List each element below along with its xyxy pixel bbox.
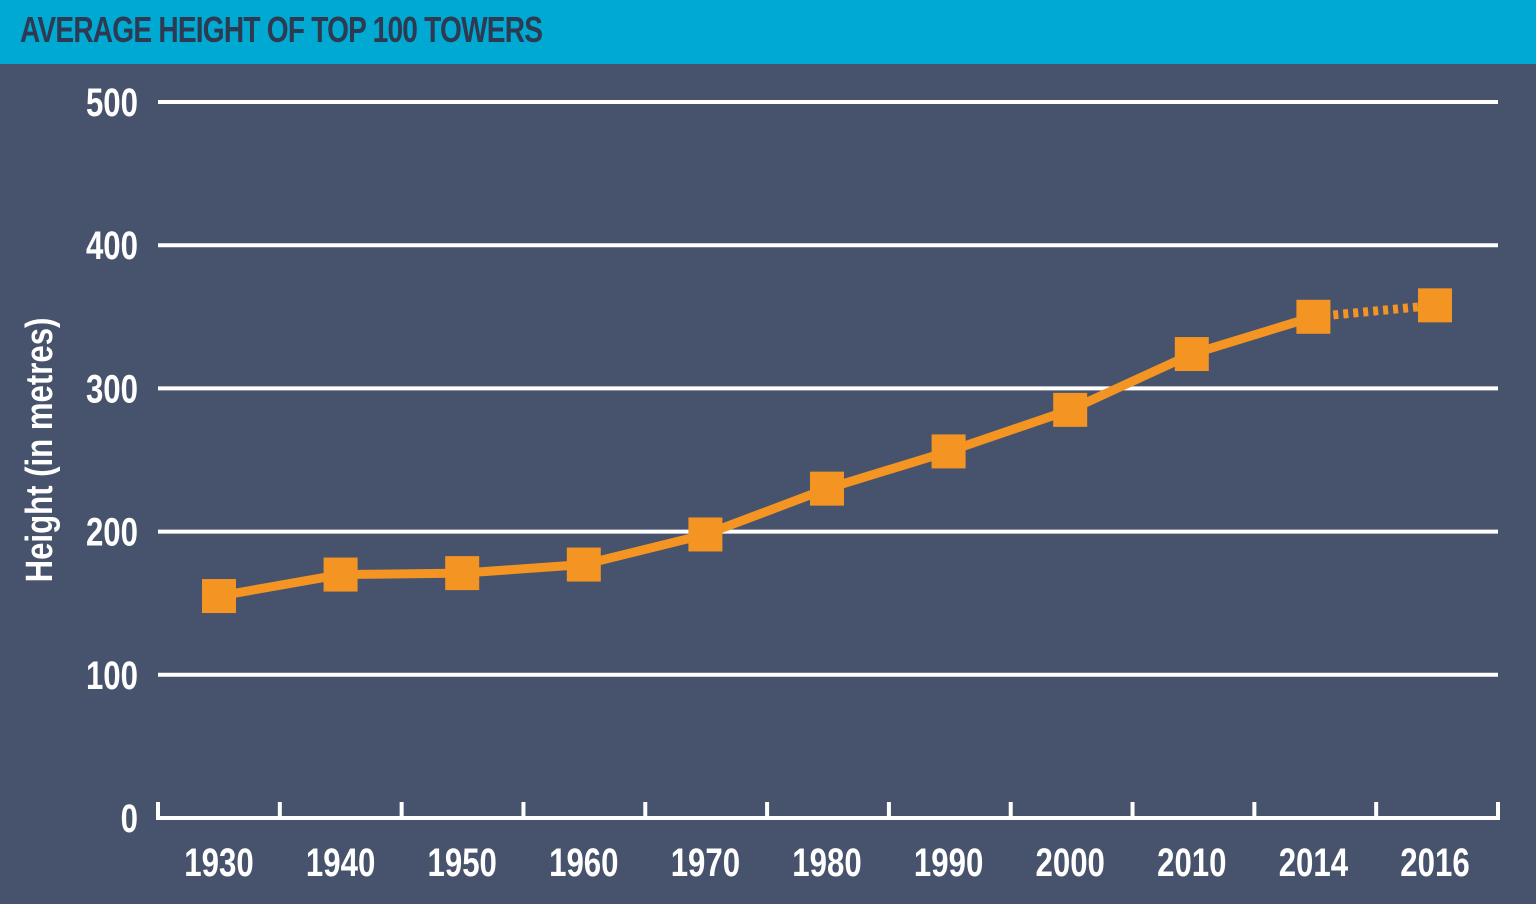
x-tick-label-1940: 1940 — [306, 840, 375, 885]
series-line — [218, 312, 1315, 601]
y-axis-title: Height (in metres) — [19, 318, 61, 583]
series-line-projected — [1312, 300, 1436, 322]
y-tick-label-400: 400 — [86, 224, 138, 269]
x-tick-label-1960: 1960 — [549, 840, 618, 885]
x-tick-label-1970: 1970 — [671, 840, 740, 885]
data-point-1960 — [566, 547, 601, 582]
data-point-1950 — [445, 556, 480, 591]
x-tick-label-1930: 1930 — [184, 840, 253, 885]
data-point-1940 — [323, 557, 358, 592]
data-point-2000 — [1053, 392, 1088, 427]
x-tick-label-2000: 2000 — [1036, 840, 1105, 885]
data-point-2014 — [1296, 299, 1331, 334]
x-tick-label-2014: 2014 — [1279, 840, 1348, 885]
x-tick-label-1990: 1990 — [914, 840, 983, 885]
data-point-1980 — [810, 471, 844, 506]
data-point-1970 — [688, 517, 723, 552]
y-tick-label-200: 200 — [86, 510, 138, 555]
x-tick-label-2016: 2016 — [1400, 840, 1469, 885]
data-point-2010 — [1174, 337, 1209, 372]
y-tick-label-500: 500 — [86, 80, 138, 125]
data-point-1930 — [202, 579, 236, 614]
x-tick-label-1950: 1950 — [428, 840, 497, 885]
y-tick-label-0: 0 — [121, 796, 138, 841]
data-point-2016 — [1418, 288, 1452, 323]
chart-header-bar: AVERAGE HEIGHT OF TOP 100 TOWERS — [0, 0, 1536, 64]
chart-title: AVERAGE HEIGHT OF TOP 100 TOWERS — [20, 9, 543, 50]
x-tick-label-2010: 2010 — [1157, 840, 1226, 885]
x-tick-label-1980: 1980 — [792, 840, 861, 885]
y-tick-label-100: 100 — [86, 653, 138, 698]
y-tick-label-300: 300 — [86, 367, 138, 412]
data-point-1990 — [931, 434, 966, 469]
